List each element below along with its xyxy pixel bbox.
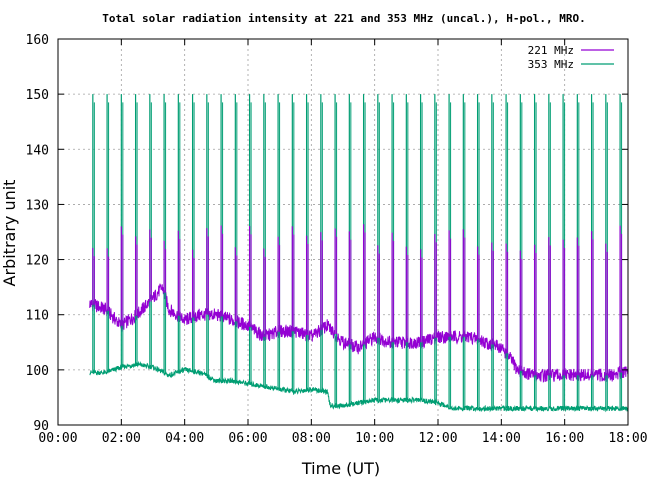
axes: 90 100 110 120 130 140 150 160 00:00 02:00 04:00 06… [26, 33, 648, 446]
y-tick-label: 110 [26, 309, 49, 324]
y-tick-label: 130 [26, 198, 49, 213]
x-axis-title: Time (UT) [301, 459, 380, 478]
x-tick-label: 00:00 [38, 431, 77, 446]
x-tick-label: 06:00 [228, 431, 267, 446]
x-tick-label: 16:00 [545, 431, 584, 446]
y-tick-label: 150 [26, 88, 49, 103]
x-tick-label: 10:00 [355, 431, 394, 446]
y-axis-title: Arbitrary unit [0, 180, 19, 287]
legend-label: 353 MHz [528, 58, 574, 71]
y-tick-label: 160 [26, 33, 49, 48]
series-layer [89, 94, 629, 413]
plot-frame [57, 38, 629, 426]
legend-label: 221 MHz [528, 44, 574, 57]
y-tick-label: 90 [33, 419, 49, 434]
x-tick-label: 02:00 [102, 431, 141, 446]
x-tick-label: 12:00 [418, 431, 457, 446]
x-tick-label: 14:00 [482, 431, 521, 446]
x-tick-label: 04:00 [165, 431, 204, 446]
y-tick-label: 140 [26, 143, 49, 158]
y-tick-label: 100 [26, 364, 49, 379]
x-tick-label: 18:00 [608, 431, 647, 446]
x-tick-label: 08:00 [292, 431, 331, 446]
chart-title: Total solar radiation intensity at 221 a… [102, 12, 585, 25]
y-tick-label: 120 [26, 254, 49, 269]
